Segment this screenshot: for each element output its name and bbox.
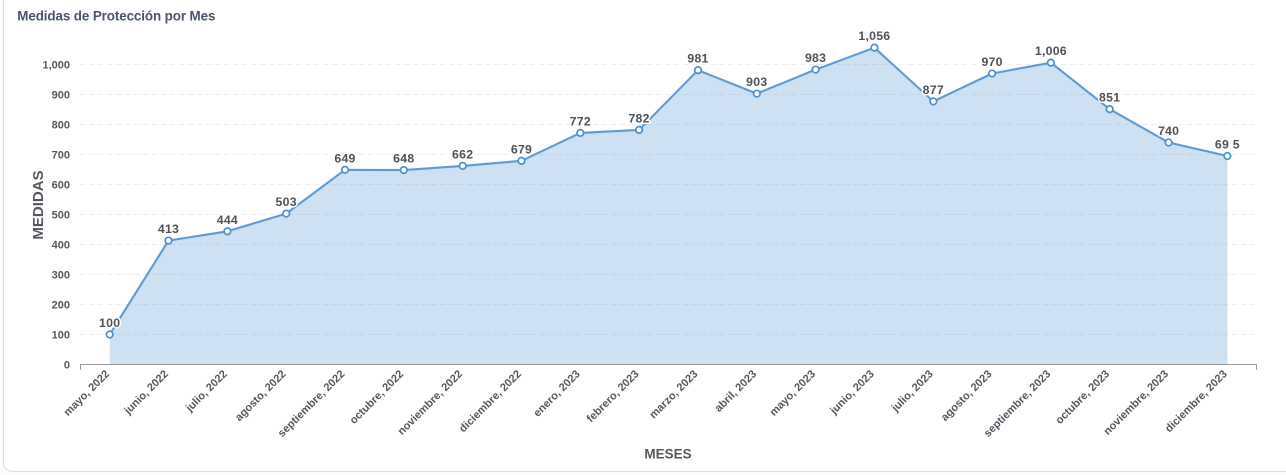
svg-text:981: 981 — [687, 52, 708, 66]
svg-text:740: 740 — [1158, 124, 1179, 138]
svg-text:1,056: 1,056 — [858, 29, 890, 43]
svg-text:100: 100 — [99, 316, 120, 330]
svg-text:679: 679 — [511, 142, 532, 156]
svg-text:444: 444 — [217, 213, 238, 227]
svg-text:1,000: 1,000 — [42, 59, 70, 71]
svg-text:MESES: MESES — [644, 446, 691, 461]
svg-text:600: 600 — [52, 179, 70, 191]
svg-text:851: 851 — [1099, 91, 1120, 105]
svg-text:1,006: 1,006 — [1035, 44, 1067, 58]
svg-text:500: 500 — [52, 209, 70, 221]
svg-text:983: 983 — [805, 51, 826, 65]
svg-text:782: 782 — [628, 111, 649, 125]
svg-text:700: 700 — [52, 149, 70, 161]
svg-text:100: 100 — [52, 329, 70, 341]
svg-text:400: 400 — [52, 239, 70, 251]
svg-text:69 5: 69 5 — [1215, 138, 1240, 152]
svg-text:Medidas de Protección por Mes: Medidas de Protección por Mes — [17, 9, 215, 24]
svg-text:903: 903 — [746, 75, 767, 89]
svg-text:800: 800 — [52, 119, 70, 131]
svg-text:413: 413 — [158, 222, 179, 236]
svg-text:648: 648 — [393, 152, 414, 166]
svg-text:662: 662 — [452, 147, 473, 161]
svg-text:900: 900 — [52, 89, 70, 101]
svg-text:877: 877 — [923, 83, 944, 97]
svg-text:970: 970 — [981, 55, 1002, 69]
svg-text:MEDIDAS: MEDIDAS — [30, 170, 47, 239]
svg-text:772: 772 — [570, 114, 591, 128]
svg-text:503: 503 — [276, 195, 297, 209]
svg-text:200: 200 — [52, 299, 70, 311]
svg-text:0: 0 — [64, 359, 70, 371]
svg-text:649: 649 — [334, 151, 355, 165]
svg-text:300: 300 — [52, 269, 70, 281]
